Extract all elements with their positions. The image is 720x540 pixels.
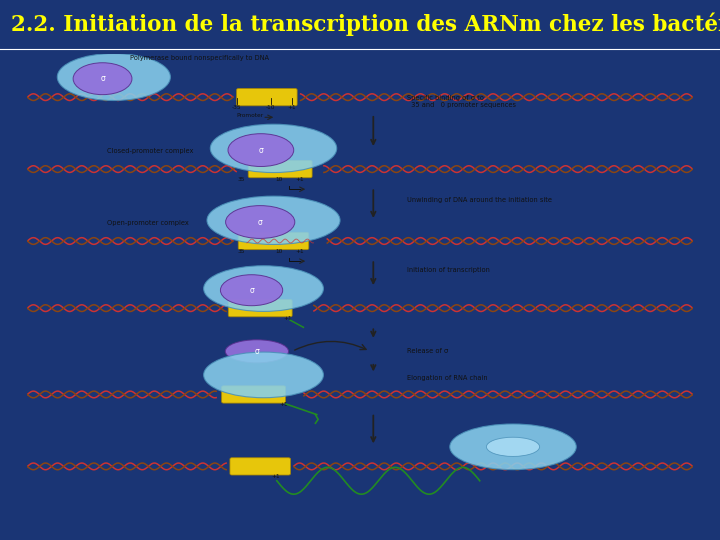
FancyBboxPatch shape [237,89,297,106]
Ellipse shape [220,275,283,306]
Ellipse shape [73,63,132,94]
Ellipse shape [225,206,294,239]
Text: +1: +1 [271,474,280,480]
FancyBboxPatch shape [230,458,290,475]
Text: +1: +1 [288,105,297,110]
Text: 35: 35 [238,177,246,182]
FancyBboxPatch shape [238,232,309,249]
Text: Release of σ: Release of σ [407,348,448,354]
Text: 35: 35 [238,249,246,254]
Ellipse shape [228,134,294,166]
Text: +1: +1 [296,249,305,254]
FancyBboxPatch shape [228,300,292,317]
Text: Closed-promoter complex: Closed-promoter complex [107,148,194,154]
Ellipse shape [450,424,576,470]
Ellipse shape [58,53,171,100]
Text: Specific binding of σ to
  35 and   0 promoter sequences: Specific binding of σ to 35 and 0 promot… [407,96,516,109]
Text: Initiation of transcription: Initiation of transcription [407,267,490,273]
Text: +1: +1 [296,177,305,182]
Text: +1: +1 [284,316,292,321]
FancyBboxPatch shape [222,386,286,403]
Text: +1: +1 [279,402,288,408]
Text: σ: σ [100,74,105,83]
Ellipse shape [225,340,289,363]
Text: Unwinding of DNA around the initiation site: Unwinding of DNA around the initiation s… [407,197,552,203]
Text: Polymerase bound nonspecifically to DNA: Polymerase bound nonspecifically to DNA [130,55,269,61]
Text: 2.2. Initiation de la transcription des ARNm chez les bactéries: 2.2. Initiation de la transcription des … [11,13,720,36]
Text: 10: 10 [275,249,282,254]
Text: Promoter: Promoter [237,113,264,118]
FancyBboxPatch shape [248,160,312,178]
Text: 10: 10 [275,177,282,182]
Ellipse shape [204,266,323,312]
Text: -35: -35 [232,105,242,110]
Text: Elongation of RNA chain: Elongation of RNA chain [407,375,487,381]
Text: σ: σ [258,146,264,154]
Text: -10: -10 [266,105,276,110]
Ellipse shape [204,352,323,398]
Text: σ: σ [258,218,263,226]
Ellipse shape [207,196,340,245]
Ellipse shape [487,437,539,456]
Text: σ: σ [254,347,259,356]
Text: Open-promoter complex: Open-promoter complex [107,220,189,226]
Ellipse shape [210,124,337,173]
Text: σ: σ [249,286,254,295]
